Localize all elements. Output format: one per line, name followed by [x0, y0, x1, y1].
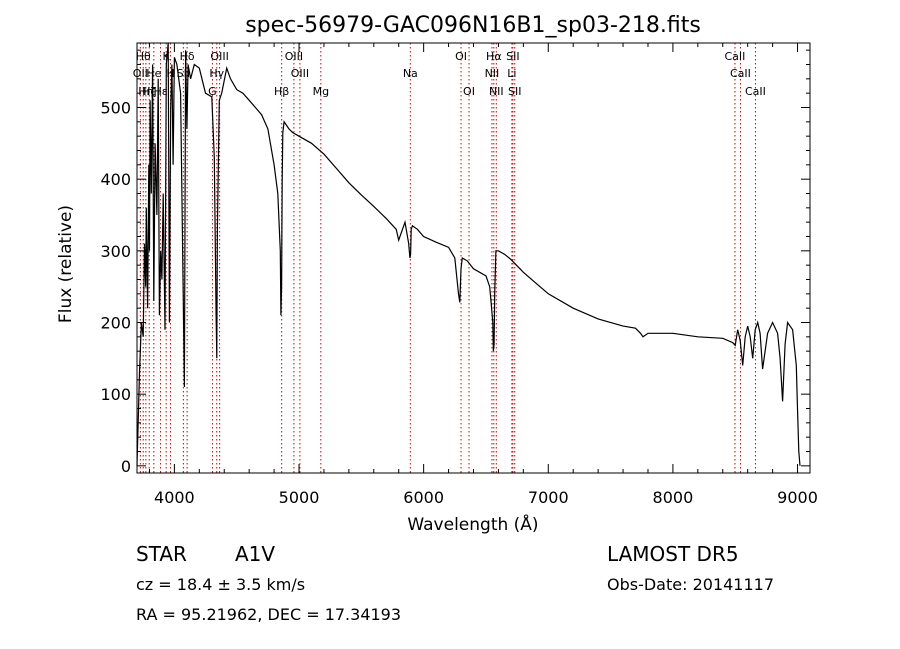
x-axis-label: Wavelength (Å): [407, 513, 538, 535]
spectral-line-label: CaII: [730, 67, 751, 80]
y-tick-label: 400: [100, 170, 131, 189]
x-tick-label: 4000: [154, 488, 195, 507]
y-axis-ticks: 0 100 200 300 400 500: [100, 49, 810, 476]
spectral-line-label: G: [208, 85, 217, 98]
y-tick-label: 100: [100, 385, 131, 404]
spectral-line-label: SII: [508, 85, 521, 98]
spectral-line-label: NII: [485, 67, 500, 80]
y-tick-label: 500: [100, 99, 131, 118]
object-subclass: A1V: [235, 542, 275, 566]
spectral-line-label: CaII: [745, 85, 766, 98]
x-tick-label: 7000: [528, 488, 569, 507]
spectral-line-label: Hθ: [136, 50, 151, 63]
x-tick-label: 8000: [653, 488, 694, 507]
spectral-line-label: NII: [489, 85, 504, 98]
spectrum-series-line: [136, 42, 801, 466]
plot-frame: [136, 42, 811, 474]
spectral-line-label: He: [146, 67, 161, 80]
x-tick-label: 6000: [403, 488, 444, 507]
spectral-line-label: Na: [403, 67, 418, 80]
spectral-line-label: OIII: [285, 50, 303, 63]
spectral-line-label: H: [166, 67, 174, 80]
spectral-line-label: Hα: [486, 50, 502, 63]
spectral-line-label: Mg: [313, 85, 329, 98]
survey-name: LAMOST DR5: [607, 542, 739, 566]
y-tick-label: 0: [121, 457, 131, 476]
spectral-line-label: Hδ: [180, 50, 195, 63]
spectral-line-label: OI: [463, 85, 475, 98]
spectral-line-label: Hγ: [209, 67, 224, 80]
obs-date: Obs-Date: 20141117: [607, 575, 774, 594]
y-tick-label: 300: [100, 242, 131, 261]
x-tick-label: 9000: [777, 488, 818, 507]
object-class: STAR: [136, 542, 187, 566]
spectral-line-label: Hβ: [274, 85, 289, 98]
spectral-line-label: Hε: [153, 85, 167, 98]
chart-title: spec-56979-GAC096N16B1_sp03-218.fits: [245, 13, 701, 38]
spectral-line-label: OIII: [291, 67, 309, 80]
spectral-line-label: Hη: [138, 85, 153, 98]
coordinates: RA = 95.21962, DEC = 17.34193: [136, 605, 401, 624]
spectral-line-label: OIII: [210, 50, 228, 63]
spectral-line-label: OI: [455, 50, 467, 63]
spectral-line-label: Li: [507, 67, 516, 80]
spectral-line-label: SII: [506, 50, 519, 63]
spectral-line-label: CaII: [725, 50, 746, 63]
spectral-line-markers: [139, 43, 756, 473]
x-tick-label: 5000: [279, 488, 320, 507]
y-tick-label: 200: [100, 314, 131, 333]
x-axis-ticks: 4000 5000 6000 7000 8000 9000: [148, 43, 818, 507]
y-axis-label: Flux (relative): [56, 205, 76, 323]
spectral-line-label: SII: [177, 67, 190, 80]
redshift-cz: cz = 18.4 ± 3.5 km/s: [136, 575, 305, 594]
